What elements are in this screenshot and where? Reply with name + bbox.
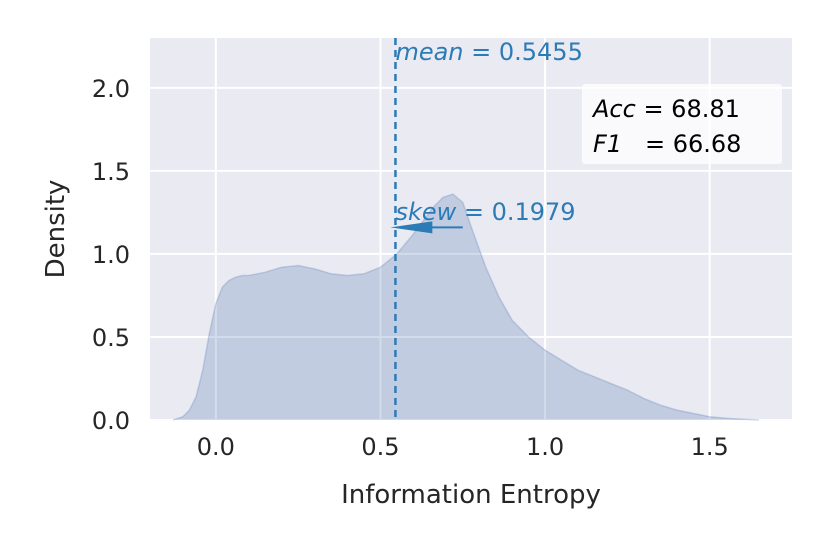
skew-label-name: skew xyxy=(395,198,456,226)
x-tick-label: 1.5 xyxy=(691,433,729,461)
f1-stat-value: = 66.68 xyxy=(622,130,741,158)
skew-label: skew = 0.1979 xyxy=(395,198,575,226)
x-tick-labels: 0.0 0.5 1.0 1.5 xyxy=(197,433,729,461)
skew-label-value: = 0.1979 xyxy=(456,198,575,226)
x-tick-label: 0.0 xyxy=(197,433,235,461)
y-axis-label: Density xyxy=(41,180,71,279)
y-tick-label: 2.0 xyxy=(92,75,130,103)
acc-stat-value: = 68.81 xyxy=(636,95,740,123)
y-tick-label: 1.5 xyxy=(92,158,130,186)
x-tick-label: 0.5 xyxy=(361,433,399,461)
mean-annotation: mean = 0.5455 xyxy=(394,38,583,420)
density-curve xyxy=(172,193,760,421)
stats-box-bg xyxy=(582,84,782,164)
skew-arrow-head xyxy=(390,221,433,234)
stats-box: Acc = 68.81 F1 = 66.68 xyxy=(582,84,782,164)
mean-label-name: mean xyxy=(395,38,463,66)
skew-annotation: skew = 0.1979 xyxy=(390,198,576,234)
acc-stat: Acc = 68.81 xyxy=(591,95,740,123)
y-tick-label: 0.0 xyxy=(92,407,130,435)
density-area xyxy=(172,193,760,421)
acc-stat-name: Acc xyxy=(591,95,636,123)
mean-label-value: = 0.5455 xyxy=(464,38,583,66)
density-fill xyxy=(173,194,760,420)
y-tick-labels: 0.0 0.5 1.0 1.5 2.0 xyxy=(92,75,130,435)
f1-stat-name: F1 xyxy=(593,130,622,158)
x-axis-label: Information Entropy xyxy=(341,480,601,510)
x-tick-label: 1.0 xyxy=(526,433,564,461)
y-tick-label: 0.5 xyxy=(92,324,130,352)
y-tick-label: 1.0 xyxy=(92,241,130,269)
mean-label: mean = 0.5455 xyxy=(395,38,582,66)
f1-stat: F1 = 66.68 xyxy=(593,130,741,158)
